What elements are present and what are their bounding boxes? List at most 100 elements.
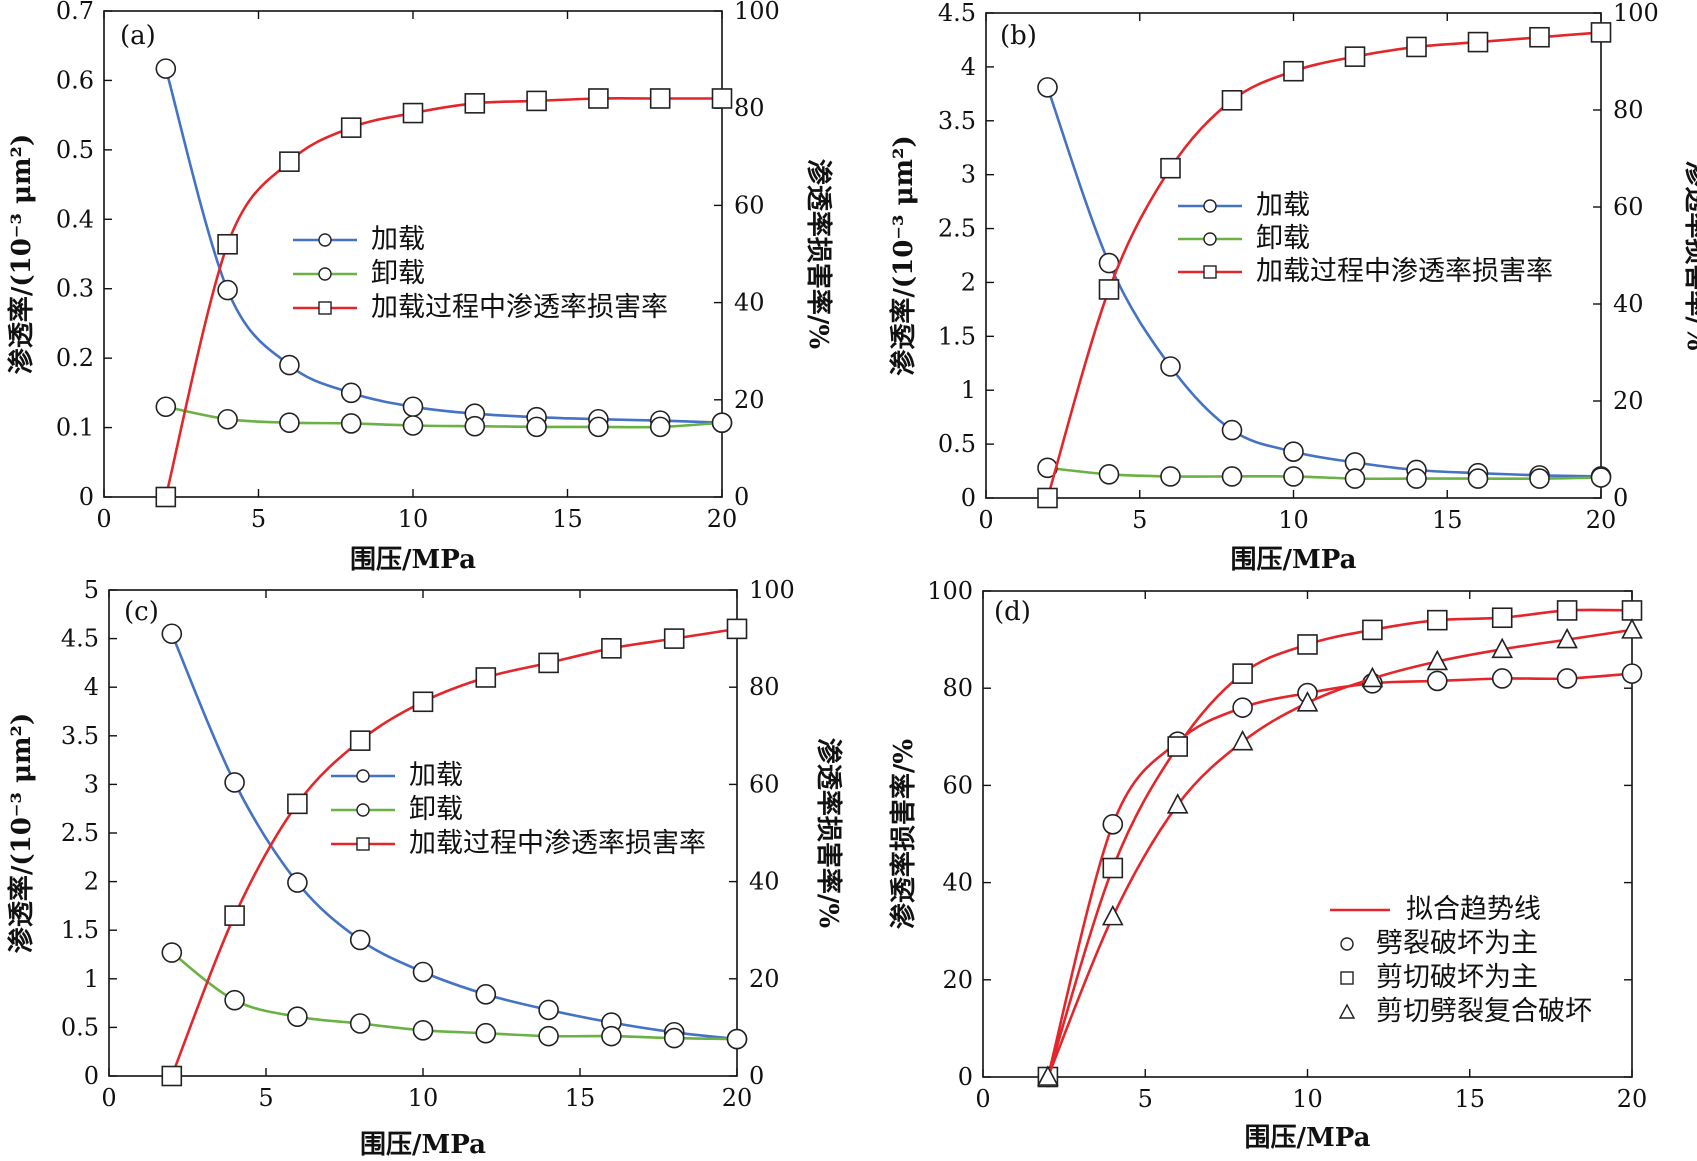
data-point xyxy=(649,416,671,438)
data-point xyxy=(1529,468,1550,489)
legend-marker xyxy=(1340,971,1354,985)
y-right-tick-label: 40 xyxy=(734,289,765,317)
data-point xyxy=(1556,668,1578,689)
series-1 xyxy=(155,58,733,434)
legend-label: 加载 xyxy=(371,224,425,255)
series-line xyxy=(164,68,723,424)
data-point xyxy=(224,905,245,926)
data-point xyxy=(279,151,300,172)
y-right-axis-label: 渗透率损害率/% xyxy=(813,738,844,928)
y-tick-label: 2 xyxy=(961,268,976,296)
y-tick-label: 0 xyxy=(84,1062,99,1090)
data-point xyxy=(1491,637,1514,659)
data-point xyxy=(1590,22,1612,43)
data-point xyxy=(279,354,300,376)
y-right-tick-label: 60 xyxy=(749,770,780,798)
data-point xyxy=(1621,663,1643,684)
y-tick-label: 0.2 xyxy=(56,344,94,372)
series-3 xyxy=(1037,618,1643,1086)
x-tick-label: 5 xyxy=(1138,1085,1153,1113)
series-3 xyxy=(1037,22,1612,509)
y-tick-label: 0.5 xyxy=(56,136,94,164)
legend-label: 加载过程中渗透率损害率 xyxy=(409,828,706,859)
data-point xyxy=(588,88,609,109)
y-tick-label: 3.5 xyxy=(61,722,99,750)
y-right-tick-label: 40 xyxy=(1613,290,1644,318)
data-point xyxy=(1037,487,1058,509)
y-tick-label: 5 xyxy=(84,576,99,604)
legend-marker xyxy=(1203,265,1217,279)
data-point xyxy=(711,88,733,109)
data-point xyxy=(224,989,245,1011)
panel-label: (b) xyxy=(1000,21,1037,51)
y-tick-label: 0 xyxy=(79,483,94,511)
legend-label: 加载过程中渗透率损害率 xyxy=(1256,256,1553,287)
series-line xyxy=(1047,466,1602,481)
y-tick-label: 20 xyxy=(942,966,973,994)
legend-marker xyxy=(356,837,370,851)
x-tick-label: 0 xyxy=(96,505,111,533)
data-point xyxy=(1590,467,1612,488)
y-right-axis-label: 渗透率损害率/% xyxy=(1681,160,1697,350)
y-tick-label: 100 xyxy=(927,577,973,605)
data-point xyxy=(1362,619,1383,641)
data-point xyxy=(155,58,177,79)
series-line xyxy=(171,951,738,1041)
x-tick-label: 5 xyxy=(251,505,266,533)
chart-panel-1: 0 5 10 15 2000.10.20.30.40.50.60.70204060801… xyxy=(6,0,834,575)
data-point xyxy=(340,413,362,434)
data-point xyxy=(287,872,308,893)
panel-label: (a) xyxy=(120,21,156,51)
data-point xyxy=(1406,468,1427,489)
data-point xyxy=(1167,736,1188,757)
data-point xyxy=(349,730,371,751)
y-tick-label: 3 xyxy=(84,770,99,798)
y-right-tick-label: 80 xyxy=(1613,96,1644,124)
data-point xyxy=(663,628,685,649)
legend-label: 卸载 xyxy=(409,794,463,825)
data-point xyxy=(1037,77,1058,98)
data-point xyxy=(1344,46,1366,67)
data-point xyxy=(1467,468,1489,489)
data-point xyxy=(1426,649,1449,671)
y-tick-label: 4.5 xyxy=(61,625,99,653)
y-right-tick-label: 20 xyxy=(734,386,765,414)
data-point xyxy=(601,638,622,659)
x-tick-label: 20 xyxy=(707,505,738,533)
data-point xyxy=(340,382,362,404)
y-right-tick-label: 0 xyxy=(749,1062,764,1090)
data-point xyxy=(155,486,177,508)
data-point xyxy=(1166,793,1189,814)
data-point xyxy=(349,1013,371,1034)
chart-panel-3: 0 5 10 15 2000.511.522.533.544.5502040608010… xyxy=(6,576,844,1160)
x-tick-label: 15 xyxy=(552,505,583,533)
data-point xyxy=(1102,857,1124,879)
data-point xyxy=(217,233,238,255)
x-axis-label: 围压/MPa xyxy=(1245,1123,1371,1153)
legend-label: 剪切劈裂复合破坏 xyxy=(1376,996,1592,1027)
y-tick-label: 1.5 xyxy=(61,916,99,944)
data-point xyxy=(1221,90,1243,111)
x-tick-label: 10 xyxy=(1278,506,1309,534)
legend-marker xyxy=(318,267,332,281)
x-tick-label: 5 xyxy=(1132,506,1147,534)
series-3 xyxy=(161,618,748,1087)
y-tick-label: 4.5 xyxy=(938,0,976,27)
data-point xyxy=(663,1027,685,1049)
y-tick-label: 4 xyxy=(961,53,976,81)
legend-marker xyxy=(1338,1003,1356,1019)
y-tick-label: 0.1 xyxy=(56,414,94,442)
y-tick-label: 2.5 xyxy=(61,819,99,847)
data-point xyxy=(1101,904,1124,926)
panel-label: (d) xyxy=(994,597,1031,627)
data-point xyxy=(588,416,609,438)
legend-label: 卸载 xyxy=(1256,223,1310,254)
y-tick-label: 0.5 xyxy=(61,1013,99,1041)
x-tick-label: 10 xyxy=(408,1084,439,1112)
x-tick-label: 20 xyxy=(1586,506,1617,534)
x-tick-label: 10 xyxy=(398,505,429,533)
y-tick-label: 1 xyxy=(84,965,99,993)
